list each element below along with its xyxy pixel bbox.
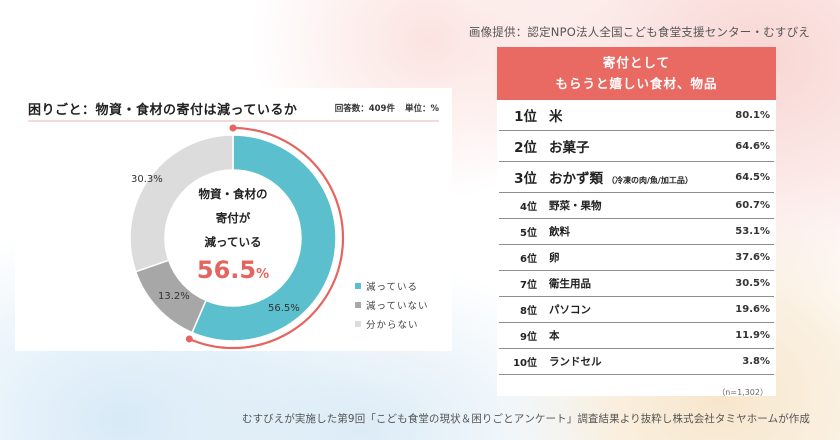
rank-position: 2位: [514, 140, 537, 156]
legend-swatch-light-gray: [355, 320, 361, 327]
legend-item-decreased: 減っている: [355, 276, 429, 295]
legend-swatch-gray: [355, 301, 361, 308]
rank-value: 30.5%: [735, 278, 770, 289]
unit-label: 単位：%: [404, 104, 439, 114]
rank-value: 64.6%: [735, 140, 770, 152]
response-count: 回答数：409件: [334, 104, 395, 114]
rank-value: 3.8%: [742, 356, 770, 367]
rank-item: 飲料: [549, 226, 570, 238]
rank-position: 1位: [514, 109, 537, 125]
image-credit: 画像提供：認定NPO法人全国こども食堂支援センター・むすびえ: [468, 25, 810, 39]
ranking-card: 寄付として もらうと嬉しい食材、物品 1位 米 80.1% 2位 お菓子 64.…: [497, 47, 776, 397]
rank-value: 53.1%: [735, 226, 770, 237]
donut-slice: [129, 134, 234, 273]
source-credit: むすびえが実施した第9回「こども食堂の現状＆困りごとアンケート」調査結果より抜粋…: [241, 413, 810, 425]
chart-header: 困りごと：物資・食材の寄付は減っているか 回答数：409件 単位：%: [28, 96, 439, 122]
ranking-list: 1位 米 80.1% 2位 お菓子 64.6% 3位 おかず類 （冷凍の肉/魚/加…: [497, 100, 776, 375]
rank-value: 19.6%: [735, 304, 770, 315]
center-line-2: 寄付が: [215, 211, 251, 225]
rank-position: 7位: [520, 280, 537, 291]
rank-value: 80.1%: [735, 109, 770, 121]
rank-item: ランドセル: [549, 356, 602, 368]
rank-item: お菓子: [549, 140, 590, 156]
chart-legend: 減っている 減っていない 分からない: [355, 276, 429, 333]
legend-item-not-decreased: 減っていない: [355, 295, 429, 314]
rank-value: 11.9%: [735, 330, 770, 341]
center-value: 56.5%: [178, 256, 288, 284]
center-label: 物資・食材の 寄付が 減っている: [178, 182, 288, 254]
rank-item: 衛生用品: [549, 278, 591, 290]
donut-slices: [129, 134, 337, 342]
rank-position: 10位: [513, 358, 537, 369]
center-line-1: 物資・食材の: [198, 187, 268, 201]
legend-item-unknown: 分からない: [355, 314, 429, 333]
ranking-row: 10位 ランドセル 3.8%: [499, 349, 774, 375]
ranking-row: 4位 野菜・果物 60.7%: [499, 193, 774, 219]
rank-value: 64.5%: [735, 171, 770, 183]
donut-chart-card: 困りごと：物資・食材の寄付は減っているか 回答数：409件 単位：% 物資・食材の…: [15, 88, 452, 351]
donut-chart: [129, 124, 345, 350]
center-value-percent: %: [256, 267, 270, 282]
ranking-row: 9位 本 11.9%: [499, 323, 774, 349]
legend-swatch-teal: [355, 282, 361, 289]
rank-value: 37.6%: [735, 252, 770, 263]
ranking-row: 3位 おかず類 （冷凍の肉/魚/加工品） 64.5%: [499, 162, 774, 193]
ranking-row: 7位 衛生用品 30.5%: [499, 271, 774, 297]
rank-item: 野菜・果物: [549, 200, 602, 212]
center-value-number: 56.5: [196, 256, 257, 284]
ranking-row: 1位 米 80.1%: [499, 100, 774, 131]
rank-item: おかず類 （冷凍の肉/魚/加工品）: [549, 171, 693, 187]
sample-size-note: （n=1,302）: [717, 388, 768, 397]
rank-item: パソコン: [549, 304, 591, 316]
ranking-row: 5位 飲料 53.1%: [499, 219, 774, 245]
slice-label-not-decreased: 13.2%: [158, 291, 190, 302]
ranking-header-line2: もらうと嬉しい食材、物品: [555, 76, 718, 91]
center-line-3: 減っている: [204, 235, 262, 249]
rank-item: 卵: [549, 252, 560, 264]
rank-position: 8位: [520, 306, 537, 317]
ranking-row: 8位 パソコン 19.6%: [499, 297, 774, 323]
slice-label-unknown: 30.3%: [131, 174, 163, 185]
rank-item: 米: [549, 109, 563, 125]
arc-endpoint-dot: [229, 124, 237, 132]
arc-endpoint-dot: [185, 335, 193, 343]
chart-title: 困りごと：物資・食材の寄付は減っているか: [28, 102, 298, 118]
ranking-row: 6位 卵 37.6%: [499, 245, 774, 271]
highlight-arc: [185, 124, 345, 350]
slice-label-decreased: 56.5%: [268, 303, 300, 314]
rank-value: 60.7%: [735, 200, 770, 211]
rank-position: 5位: [520, 228, 537, 239]
rank-position: 6位: [520, 254, 537, 265]
ranking-header-line1: 寄付として: [602, 55, 671, 70]
rank-position: 9位: [520, 332, 537, 343]
rank-position: 3位: [514, 171, 537, 187]
rank-position: 4位: [520, 202, 537, 213]
chart-meta: 回答数：409件 単位：%: [335, 102, 439, 114]
donut-slice: [191, 134, 337, 342]
rank-item: 本: [549, 330, 560, 342]
ranking-header: 寄付として もらうと嬉しい食材、物品: [497, 47, 776, 100]
rank-item-note: （冷凍の肉/魚/加工品）: [607, 176, 693, 185]
ranking-row: 2位 お菓子 64.6%: [499, 131, 774, 162]
